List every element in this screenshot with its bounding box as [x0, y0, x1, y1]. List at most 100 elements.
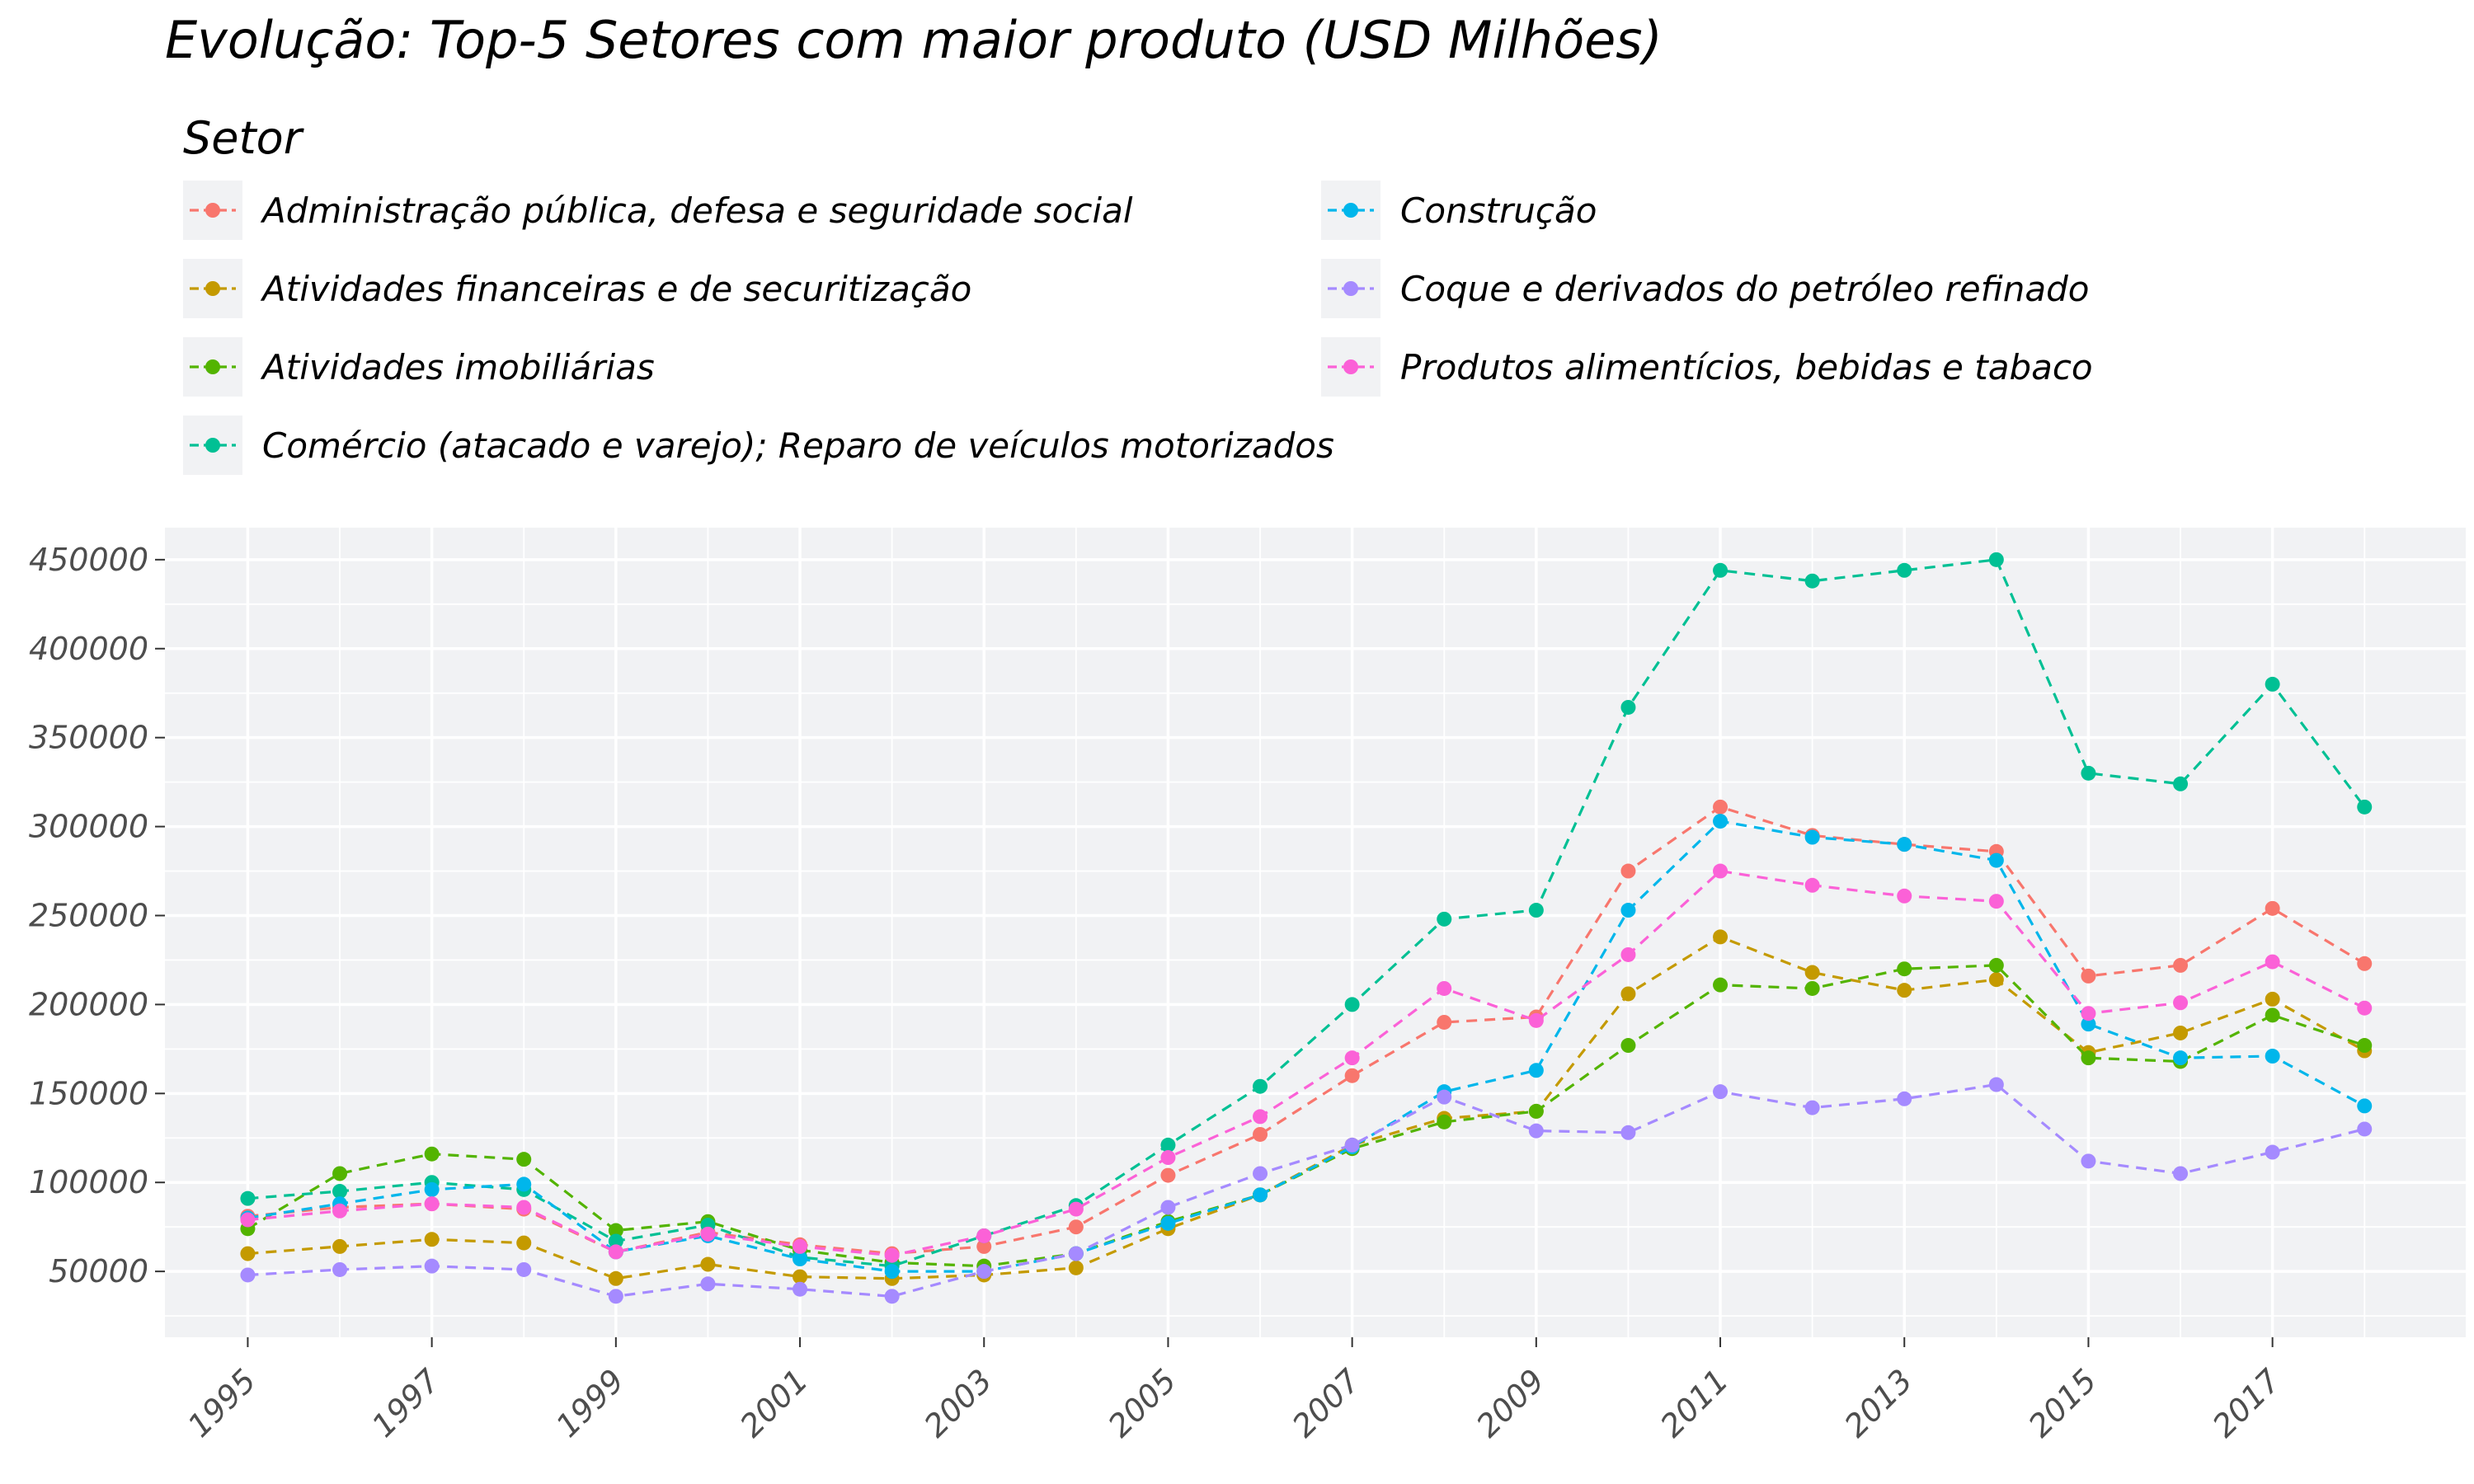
- data-point: [1804, 573, 1820, 589]
- data-point: [1068, 1246, 1084, 1261]
- data-point: [424, 1146, 440, 1162]
- y-tick-label: 450000: [29, 542, 148, 578]
- y-tick-label: 50000: [49, 1253, 148, 1289]
- data-point: [2357, 1098, 2373, 1114]
- data-point: [884, 1247, 900, 1263]
- data-point: [700, 1226, 716, 1242]
- series-line: [247, 819, 2365, 1273]
- data-point: [1160, 1215, 1176, 1231]
- legend-item: Administração pública, defesa e segurida…: [183, 181, 1133, 240]
- data-point: [516, 1235, 532, 1251]
- data-point: [1713, 977, 1729, 993]
- legend-label: Atividades imobiliárias: [260, 347, 655, 387]
- legend-key-point: [205, 438, 220, 453]
- x-tick-label: 2011: [1653, 1362, 1736, 1444]
- data-point: [2081, 1006, 2096, 1021]
- data-point: [1160, 1150, 1176, 1166]
- data-point: [1620, 946, 1636, 962]
- x-tick-label: 1995: [181, 1362, 263, 1444]
- y-tick-label: 250000: [29, 897, 148, 933]
- data-point: [332, 1203, 348, 1219]
- data-point: [2357, 1038, 2373, 1054]
- legend-title: Setor: [183, 112, 304, 164]
- series-line: [247, 558, 2366, 1268]
- data-point: [608, 1233, 623, 1249]
- data-point: [1988, 552, 2004, 567]
- data-point: [424, 1181, 440, 1197]
- data-point: [2173, 957, 2189, 973]
- data-point: [2081, 968, 2096, 984]
- legend-key-point: [205, 203, 220, 218]
- legend-item: Construção: [1321, 181, 1597, 240]
- data-point: [1620, 863, 1636, 879]
- data-point: [1437, 1014, 1452, 1030]
- data-point: [1897, 837, 1912, 852]
- data-point: [1713, 562, 1729, 578]
- data-point: [2265, 1144, 2280, 1160]
- data-point: [2265, 991, 2280, 1007]
- data-point: [1068, 1219, 1084, 1235]
- series-line: [247, 935, 2365, 1280]
- data-point: [332, 1261, 348, 1277]
- data-point: [2357, 956, 2373, 971]
- data-point: [1897, 1091, 1912, 1106]
- series-layer: [240, 552, 2373, 1304]
- data-point: [1897, 961, 1912, 977]
- x-tick-label: 2015: [2021, 1362, 2104, 1444]
- x-tick-label: 1997: [365, 1362, 448, 1444]
- data-point: [1620, 1125, 1636, 1140]
- data-point: [332, 1184, 348, 1200]
- data-point: [1713, 799, 1729, 815]
- data-point: [700, 1256, 716, 1272]
- data-point: [1528, 1103, 1544, 1119]
- x-tick-label: 2003: [917, 1362, 999, 1444]
- data-point: [2081, 1153, 2096, 1169]
- data-point: [332, 1166, 348, 1181]
- data-point: [2173, 1025, 2189, 1040]
- data-point: [1620, 903, 1636, 918]
- data-point: [1897, 888, 1912, 904]
- series-line: [247, 805, 2366, 1256]
- data-point: [1253, 1187, 1268, 1203]
- data-point: [1437, 1089, 1452, 1105]
- data-point: [1897, 983, 1912, 998]
- x-tick-label: 2013: [1837, 1362, 1920, 1444]
- data-point: [1804, 980, 1820, 996]
- legend-item: Produtos alimentícios, bebidas e tabaco: [1321, 337, 2093, 397]
- data-point: [2173, 776, 2189, 791]
- data-point: [332, 1238, 348, 1254]
- data-point: [976, 1238, 992, 1254]
- data-point: [884, 1289, 900, 1304]
- y-tick-label: 150000: [29, 1075, 148, 1111]
- series-line: [247, 869, 2365, 1257]
- data-point: [424, 1232, 440, 1247]
- data-point: [1620, 986, 1636, 1002]
- data-point: [240, 1190, 256, 1206]
- x-tick-label: 2005: [1101, 1362, 1183, 1444]
- series-line: [247, 964, 2365, 1268]
- data-point: [884, 1264, 900, 1280]
- grid: [165, 528, 2466, 1337]
- data-point: [1897, 562, 1912, 578]
- data-point: [1620, 699, 1636, 715]
- data-point: [1068, 1201, 1084, 1217]
- data-point: [2265, 954, 2280, 970]
- legend-key-point: [205, 281, 220, 296]
- data-point: [2173, 1050, 2189, 1066]
- legend-label: Comércio (atacado e varejo); Reparo de v…: [262, 425, 1334, 466]
- y-tick-label: 400000: [29, 631, 148, 667]
- legend-label: Atividades financeiras e de securitizaçã…: [260, 269, 971, 309]
- data-point: [608, 1223, 623, 1238]
- legend-label: Administração pública, defesa e segurida…: [260, 190, 1133, 231]
- data-point: [1344, 997, 1360, 1012]
- data-point: [2265, 676, 2280, 692]
- data-point: [1528, 903, 1544, 918]
- data-point: [1437, 911, 1452, 927]
- data-point: [1344, 1050, 1360, 1066]
- data-point: [1988, 894, 2004, 909]
- x-tick-label: 2001: [733, 1362, 816, 1444]
- data-point: [2081, 1050, 2096, 1066]
- data-point: [1068, 1260, 1084, 1275]
- data-point: [424, 1196, 440, 1212]
